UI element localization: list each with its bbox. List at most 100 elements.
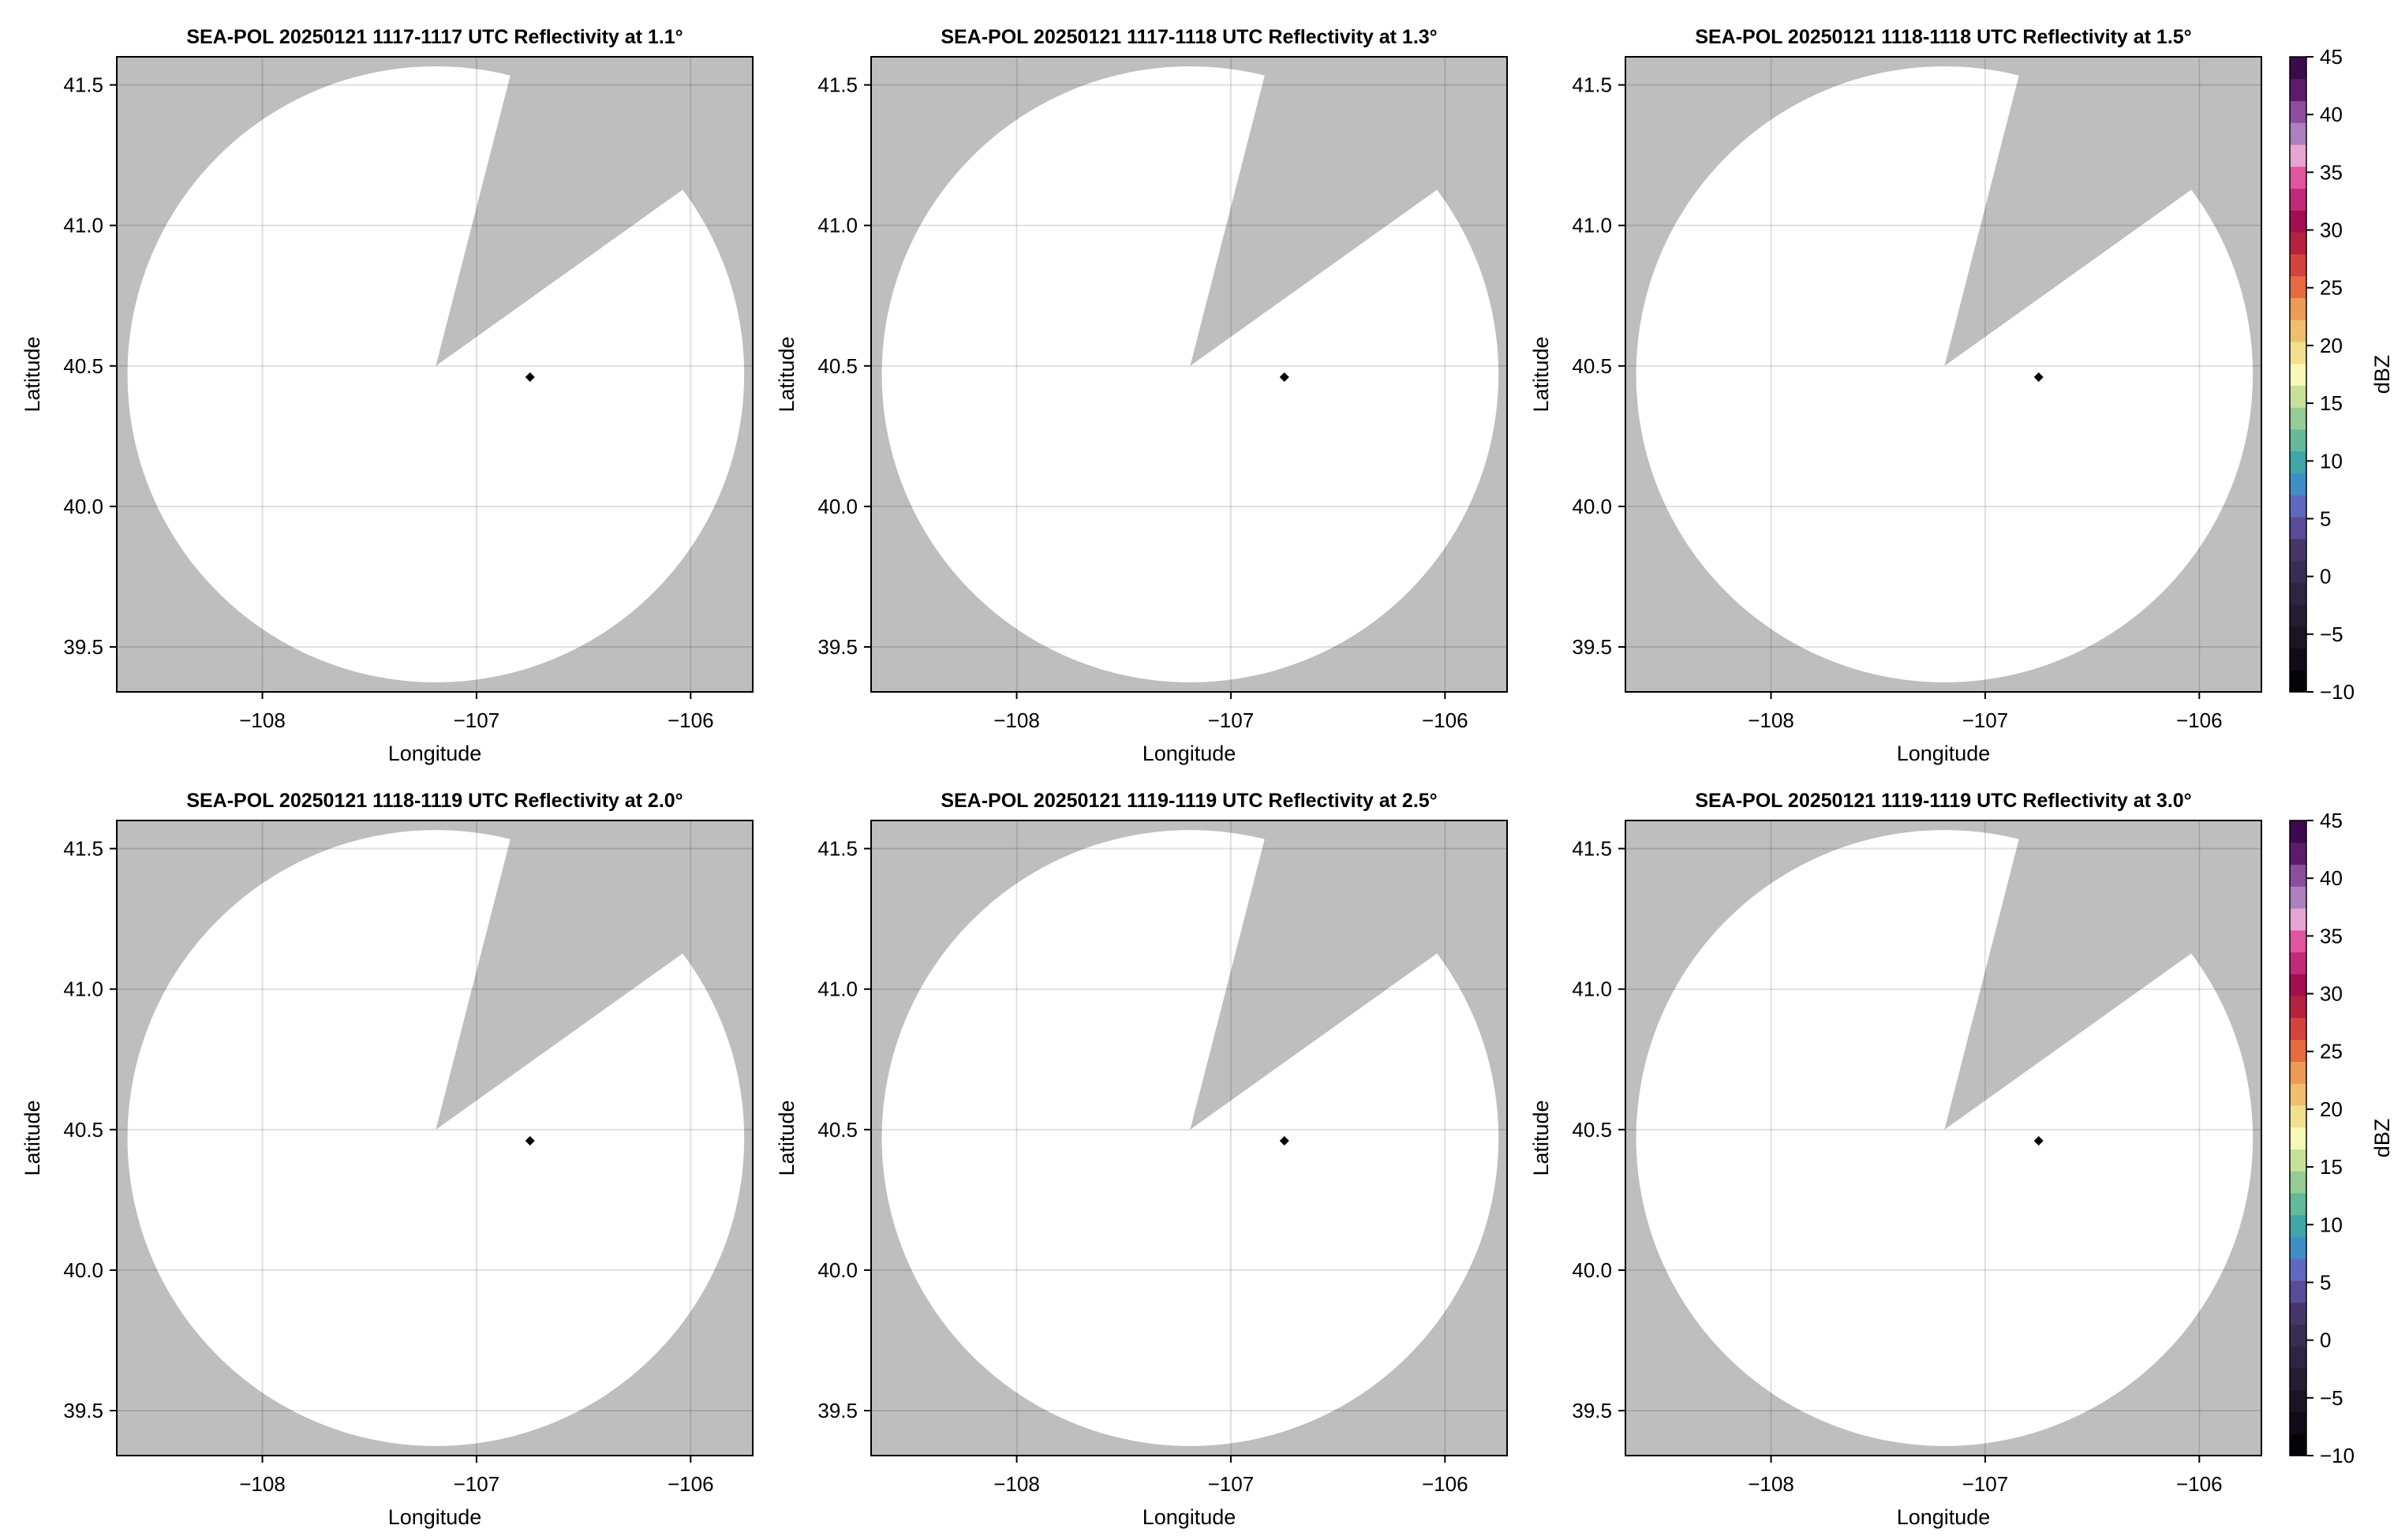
- colorbar-segment: [2290, 560, 2306, 583]
- panel-2: −108 −107 −106 39.5 40.0 40.5 41.0 41.5 SEA-POL …: [775, 26, 1508, 765]
- x-tick-label: −106: [2176, 1472, 2223, 1496]
- colorbar-tick-label: −5: [2320, 622, 2343, 646]
- axes-frame: [116, 820, 754, 1456]
- axes-frame: [116, 56, 754, 693]
- x-tick-label: −106: [1422, 1472, 1468, 1496]
- colorbar-segment: [2290, 1324, 2306, 1347]
- x-tick-label: −107: [454, 708, 500, 732]
- x-tick-label: −107: [454, 1472, 500, 1496]
- colorbar-segment: [2290, 450, 2306, 474]
- colorbar-tick-label: 20: [2320, 1097, 2343, 1121]
- x-tick-label: −106: [668, 708, 714, 732]
- x-tick-label: −108: [1748, 1472, 1794, 1496]
- x-tick-label: −108: [1748, 708, 1794, 732]
- colorbar-segment: [2290, 908, 2306, 931]
- x-tick-label: −107: [1962, 1472, 2009, 1496]
- colorbar-tick-label: −10: [2320, 1444, 2355, 1467]
- y-tick-label: 40.5: [63, 1118, 103, 1142]
- colorbar-segment: [2290, 232, 2306, 255]
- colorbar-tick-label: −10: [2320, 680, 2355, 704]
- colorbar-tick-label: 5: [2320, 506, 2331, 530]
- y-tick-label: 40.0: [1572, 495, 1612, 518]
- radar-location-marker: [525, 1136, 535, 1146]
- colorbar-segment: [2290, 144, 2306, 167]
- y-tick-label: 41.0: [817, 977, 858, 1001]
- colorbar-tick-label: 20: [2320, 334, 2343, 357]
- plot-area: [1625, 820, 2261, 1456]
- y-tick-label: 41.5: [1572, 837, 1612, 861]
- colorbar-tick-label: −5: [2320, 1386, 2343, 1410]
- panel-title: SEA-POL 20250121 1119-1119 UTC Reflectiv…: [1695, 790, 2191, 812]
- colorbar-tick-label: 0: [2320, 1329, 2331, 1352]
- colorbar-segment: [2290, 626, 2306, 649]
- y-tick-label: 39.5: [817, 635, 858, 659]
- colorbar-segment: [2290, 166, 2306, 189]
- colorbar-segment: [2290, 495, 2306, 518]
- x-tick-label: −107: [1208, 708, 1255, 732]
- x-tick-label: −106: [1422, 708, 1468, 732]
- colorbar-segment: [2290, 253, 2306, 277]
- colorbar-segment: [2290, 1411, 2306, 1434]
- colorbar-segment: [2290, 1389, 2306, 1413]
- x-axis-label: Longitude: [1143, 1505, 1236, 1529]
- colorbar-segment: [2290, 385, 2306, 408]
- colorbar-segment: [2290, 648, 2306, 671]
- y-axis-label: Latitude: [21, 1100, 44, 1176]
- radar-location-marker: [2033, 372, 2044, 383]
- colorbar-segment: [2290, 1236, 2306, 1259]
- y-tick-label: 40.0: [817, 1258, 858, 1282]
- y-tick-label: 41.5: [63, 73, 103, 97]
- colorbar-tick-label: 0: [2320, 565, 2331, 589]
- y-tick-label: 40.0: [817, 495, 858, 518]
- y-tick-label: 40.0: [1572, 1258, 1612, 1282]
- plot-area: [117, 57, 753, 692]
- panel-4: −108 −107 −106 39.5 40.0 40.5 41.0 41.5 SEA-POL …: [21, 790, 754, 1529]
- y-axis-label: Latitude: [1529, 336, 1553, 412]
- colorbar-segment: [2290, 1367, 2306, 1391]
- colorbar-tick-label: 45: [2320, 45, 2343, 69]
- colorbar-segment: [2290, 974, 2306, 996]
- colorbar-tick-label: 15: [2320, 1155, 2343, 1179]
- colorbar-segment: [2290, 929, 2306, 953]
- panel-6: −108 −107 −106 39.5 40.0 40.5 41.0 41.5 SEA-POL …: [1529, 790, 2262, 1529]
- x-tick-label: −106: [668, 1472, 714, 1496]
- y-tick-label: 39.5: [63, 635, 103, 659]
- radar-location-marker: [2033, 1136, 2044, 1146]
- colorbar-segment: [2290, 57, 2306, 80]
- colorbar-frame: [2289, 820, 2307, 1456]
- colorbar-tick-label: 35: [2320, 924, 2343, 948]
- radar-location-marker: [1279, 372, 1289, 383]
- y-tick-label: 41.0: [63, 214, 103, 237]
- axes-frame: [1625, 820, 2262, 1456]
- y-axis-label: Latitude: [775, 1100, 799, 1176]
- y-axis-label: Latitude: [775, 336, 799, 412]
- colorbar-segment: [2290, 951, 2306, 974]
- x-axis-label: Longitude: [1897, 1505, 1991, 1529]
- colorbar-segment: [2290, 1017, 2306, 1041]
- panel-title: SEA-POL 20250121 1118-1118 UTC Reflectiv…: [1695, 26, 2191, 48]
- colorbar-segment: [2290, 1346, 2306, 1369]
- plot-area: [1625, 57, 2261, 692]
- colorbar-segment: [2290, 820, 2306, 843]
- colorbar-tick-label: 30: [2320, 982, 2343, 1006]
- y-tick-label: 40.0: [63, 495, 103, 518]
- colorbar-segment: [2290, 320, 2306, 342]
- panel-title: SEA-POL 20250121 1117-1118 UTC Reflectiv…: [941, 26, 1437, 48]
- panel-title: SEA-POL 20250121 1119-1119 UTC Reflectiv…: [941, 790, 1437, 812]
- y-tick-label: 40.5: [1572, 354, 1612, 378]
- blocked-sector: [1944, 820, 2261, 1130]
- colorbar-frame: [2289, 56, 2307, 693]
- blocked-sector: [1190, 820, 1507, 1130]
- colorbar-segment: [2290, 842, 2306, 865]
- y-tick-label: 39.5: [1572, 1399, 1612, 1422]
- radar-location-marker: [525, 372, 535, 383]
- colorbar: −10 −5 0 5 10 15 20 25 30 35 40 45 dBZ: [2289, 45, 2394, 704]
- y-tick-label: 41.0: [63, 977, 103, 1001]
- colorbar-segment: [2290, 297, 2306, 320]
- y-tick-label: 39.5: [1572, 635, 1612, 659]
- panel-5: −108 −107 −106 39.5 40.0 40.5 41.0 41.5 SEA-POL …: [775, 790, 1508, 1529]
- colorbar-label: dBZ: [2370, 355, 2394, 394]
- x-tick-label: −107: [1962, 708, 2009, 732]
- colorbar: −10 −5 0 5 10 15 20 25 30 35 40 45 dBZ: [2289, 809, 2394, 1467]
